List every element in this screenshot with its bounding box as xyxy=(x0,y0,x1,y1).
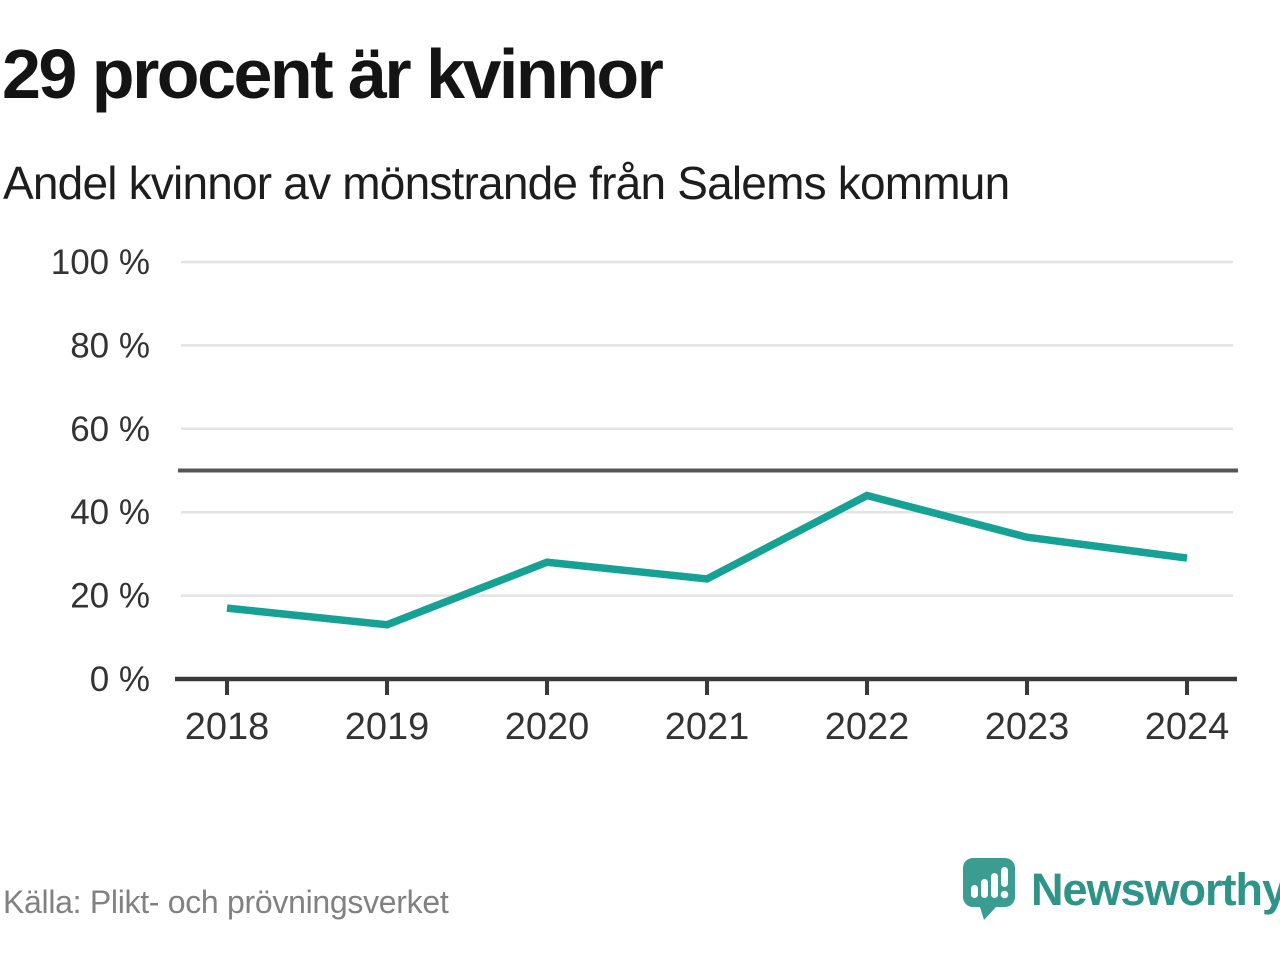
logo-bar-medium xyxy=(981,879,988,898)
logo-exclamation-stem xyxy=(1001,867,1008,887)
logo-bar-large xyxy=(991,873,998,898)
y-tick-label-40: 40 % xyxy=(70,493,150,532)
x-tick-label-2023: 2023 xyxy=(985,706,1070,748)
y-tick-label-80: 80 % xyxy=(70,326,150,365)
x-tick-label-2018: 2018 xyxy=(185,706,270,748)
x-tick-label-2022: 2022 xyxy=(825,706,910,748)
y-tick-label-0: 0 % xyxy=(90,660,150,699)
newsworthy-logo-icon xyxy=(963,858,1015,920)
y-tick-label-100: 100 % xyxy=(51,243,150,282)
x-tick-label-2019: 2019 xyxy=(345,706,430,748)
x-tick-label-2021: 2021 xyxy=(665,706,750,748)
source-note: Källa: Plikt- och prövningsverket xyxy=(3,884,449,920)
line-chart: 0 % 20 % 40 % 60 % 80 % 100 % 2018 2019 2020 2021… xyxy=(51,243,1238,748)
series-line-andel-kvinnor xyxy=(226,491,1188,629)
logo-bar-small xyxy=(971,885,978,898)
y-tick-label-20: 20 % xyxy=(70,577,150,616)
newsworthy-logo: Newsworthy xyxy=(963,858,1280,922)
chart-subtitle: Andel kvinnor av mönstrande från Salems … xyxy=(3,157,1010,209)
logo-exclamation-dot xyxy=(1000,890,1009,899)
x-tick-label-2020: 2020 xyxy=(505,706,590,748)
newsworthy-wordmark: Newsworthy xyxy=(1031,864,1280,915)
y-tick-label-60: 60 % xyxy=(70,410,150,449)
x-tick-label-2024: 2024 xyxy=(1145,706,1230,748)
logo-bubble-shape xyxy=(963,858,1015,920)
chart-title: 29 procent är kvinnor xyxy=(2,35,664,113)
